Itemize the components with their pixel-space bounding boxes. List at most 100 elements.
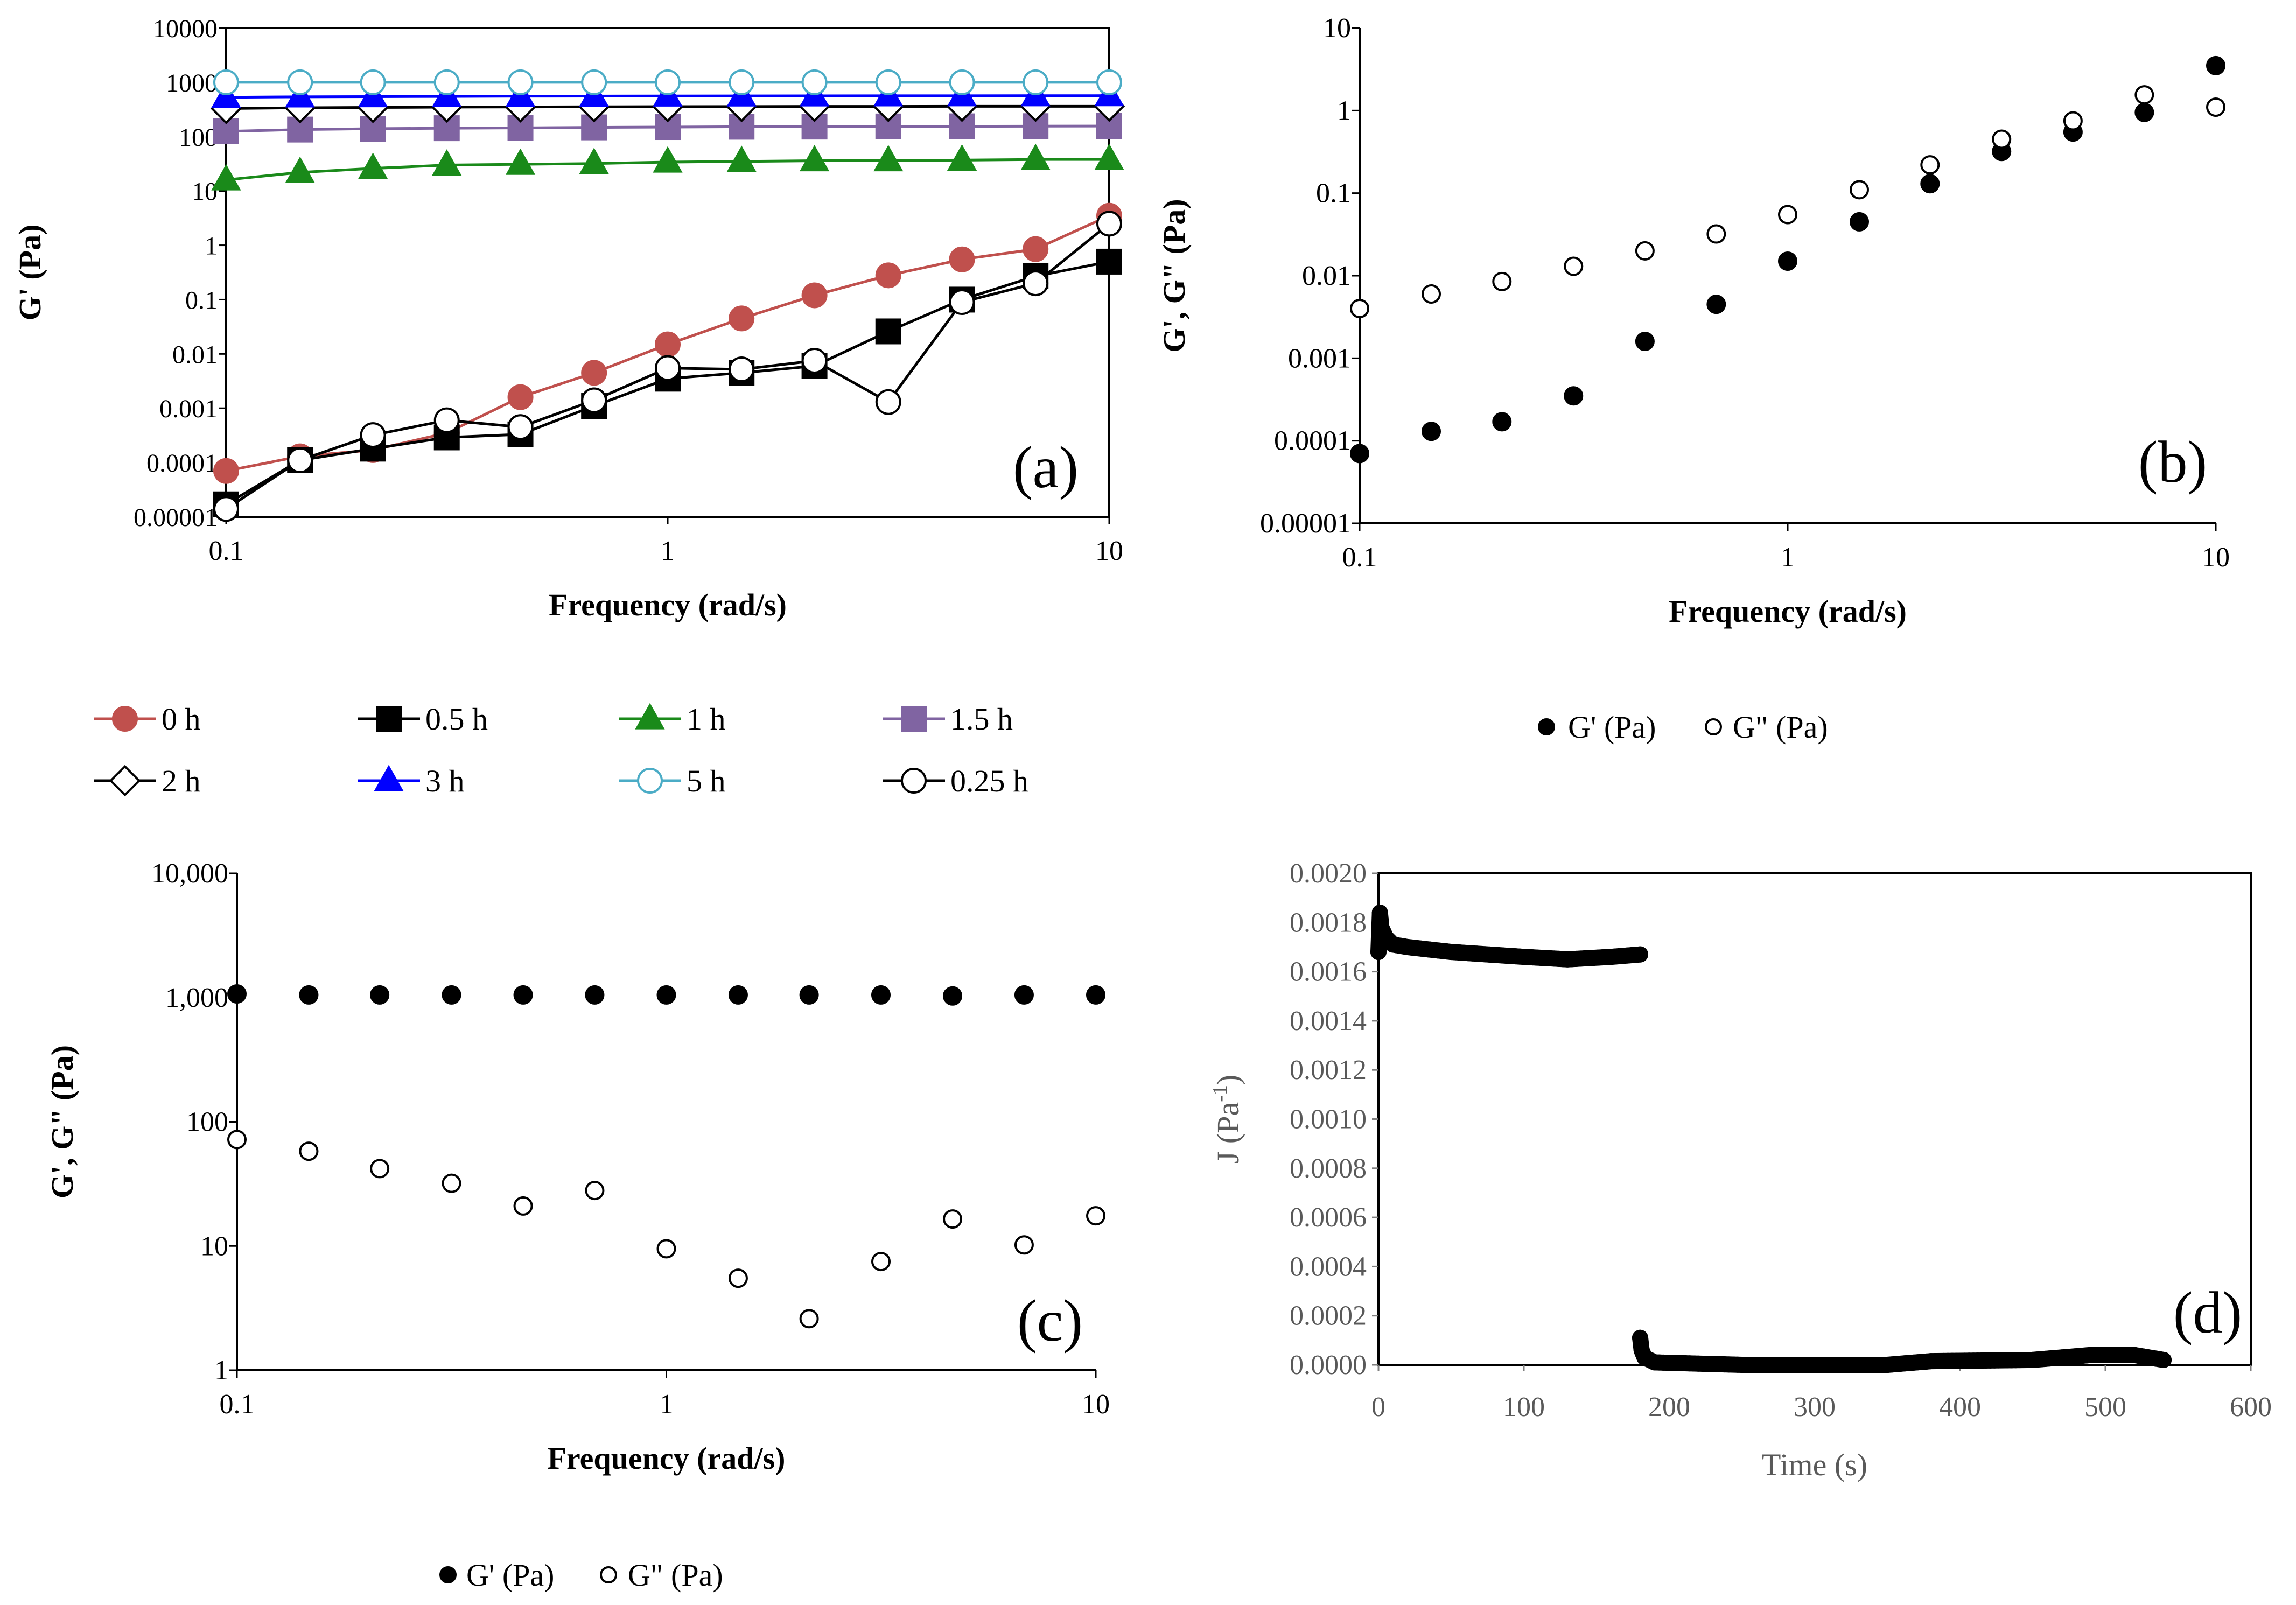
- data-point: [507, 414, 534, 440]
- data-point: [873, 145, 904, 172]
- data-point: [2134, 102, 2154, 122]
- data-point: [2063, 111, 2083, 131]
- data-point: [299, 985, 319, 1005]
- y-tick-label: 0.0018: [1290, 907, 1367, 938]
- x-tick-label: 10: [1082, 1389, 1110, 1420]
- data-point: [653, 146, 683, 173]
- data-point: [1086, 985, 1105, 1005]
- series-0-5-h: [213, 248, 1122, 517]
- data-point: [1564, 256, 1584, 276]
- legend-b: G' (Pa) G" (Pa): [1538, 710, 1828, 745]
- y-tick-label: 0.0000: [1290, 1350, 1367, 1380]
- y-tick-label: 100: [186, 1107, 228, 1138]
- legend-marker: [637, 768, 663, 794]
- data-point: [949, 69, 975, 95]
- data-point: [287, 69, 313, 95]
- data-point: [1023, 236, 1049, 262]
- data-point: [370, 1159, 390, 1179]
- data-point: [585, 1181, 605, 1201]
- y-tick-label: 10000: [153, 15, 218, 43]
- legend-marker: [1705, 718, 1722, 735]
- data-point: [729, 114, 755, 140]
- legend-marker: [635, 703, 665, 730]
- y-tick-label: 0.01: [1302, 261, 1351, 291]
- y-axis-title-main: J (Pa: [1210, 1102, 1245, 1164]
- legend-label: G" (Pa): [1733, 710, 1828, 745]
- panel-d: 0.0000 0.0002 0.0004 0.0006 0.0008 0.0010 0.00…: [1209, 858, 2272, 1482]
- data-point: [581, 387, 607, 413]
- y-tick-label: 10: [200, 1231, 228, 1261]
- legend-marker: [439, 1566, 457, 1583]
- data-point: [285, 156, 315, 183]
- data-point: [585, 985, 605, 1005]
- panel-label: (b): [2138, 429, 2207, 495]
- data-point: [358, 152, 388, 179]
- y-axis-title: J (Pa-1): [1209, 1075, 1245, 1164]
- data-point: [1422, 284, 1441, 304]
- data-point: [227, 984, 247, 1004]
- series-0-25-h: [213, 211, 1122, 522]
- data-point: [875, 318, 901, 345]
- y-tick-label: 0.001: [159, 395, 218, 423]
- x-tick-label: 500: [2084, 1392, 2126, 1422]
- series-5-h: [213, 69, 1122, 95]
- data-point: [213, 458, 239, 484]
- panel-b: 0.00001 0.0001 0.001 0.01 0.1 1 10 0.1 1 10 Freque…: [1157, 13, 2230, 629]
- y-tick-label: 0.0002: [1290, 1301, 1367, 1331]
- data-point: [728, 1268, 748, 1288]
- y-axis-title-close: ): [1210, 1075, 1245, 1085]
- y-tick-label: 0.01: [172, 340, 218, 369]
- data-point: [579, 148, 609, 174]
- y-tick-label: 0.0010: [1290, 1104, 1367, 1135]
- x-tick-label: 300: [1794, 1392, 1836, 1422]
- series-creep: [1370, 905, 1648, 968]
- y-tick-label: 0.1: [185, 286, 218, 314]
- y-tick-label: 0.0014: [1290, 1006, 1367, 1036]
- legend-label: 0.25 h: [950, 763, 1028, 798]
- data-point: [1492, 271, 1512, 291]
- data-point: [2155, 1351, 2172, 1368]
- legend-marker: [376, 706, 402, 732]
- data-point: [1096, 211, 1122, 237]
- x-axis-title: Frequency (rad/s): [549, 587, 787, 622]
- x-tick-label: 400: [1939, 1392, 1981, 1422]
- data-point: [1706, 295, 1726, 314]
- data-point: [442, 1173, 461, 1193]
- y-tick-label: 100: [179, 123, 218, 152]
- data-point: [656, 985, 676, 1005]
- x-tick-label: 0.1: [209, 536, 244, 566]
- x-axis-title: Time (s): [1762, 1447, 1867, 1482]
- legend-marker: [374, 765, 404, 791]
- data-point: [1564, 386, 1584, 406]
- legend-marker: [901, 768, 927, 794]
- data-point: [287, 447, 313, 473]
- data-point: [1023, 270, 1049, 297]
- y-tick-label: 0.0001: [1274, 426, 1351, 457]
- y-tick-label: 0.0012: [1290, 1055, 1367, 1085]
- x-tick-label: 100: [1503, 1392, 1545, 1422]
- y-tick-label: 1: [1337, 95, 1351, 126]
- data-point: [1094, 143, 1124, 170]
- data-point: [1920, 155, 1940, 175]
- legend-marker: [1538, 718, 1555, 735]
- data-point: [801, 347, 828, 374]
- legend-label: 5 h: [687, 763, 726, 798]
- data-point: [1778, 205, 1797, 225]
- data-point: [360, 69, 386, 95]
- data-point: [949, 289, 975, 316]
- data-point: [1023, 69, 1049, 95]
- y-tick-label: 1: [205, 232, 218, 261]
- legend-label: G" (Pa): [628, 1558, 723, 1593]
- y-tick-label: 0.0006: [1290, 1202, 1367, 1233]
- panel-label: (c): [1017, 1288, 1083, 1354]
- x-tick-label: 1: [1781, 542, 1795, 573]
- y-axis-title: G', G" (Pa): [1157, 199, 1192, 352]
- data-point: [513, 985, 533, 1005]
- data-point: [871, 1252, 891, 1272]
- data-point: [360, 422, 386, 448]
- y-tick-label: 0.1: [1316, 178, 1351, 209]
- data-point: [2134, 85, 2154, 105]
- data-point: [1086, 1206, 1105, 1226]
- y-tick-label: 0.0001: [146, 449, 218, 478]
- data-point: [875, 389, 901, 415]
